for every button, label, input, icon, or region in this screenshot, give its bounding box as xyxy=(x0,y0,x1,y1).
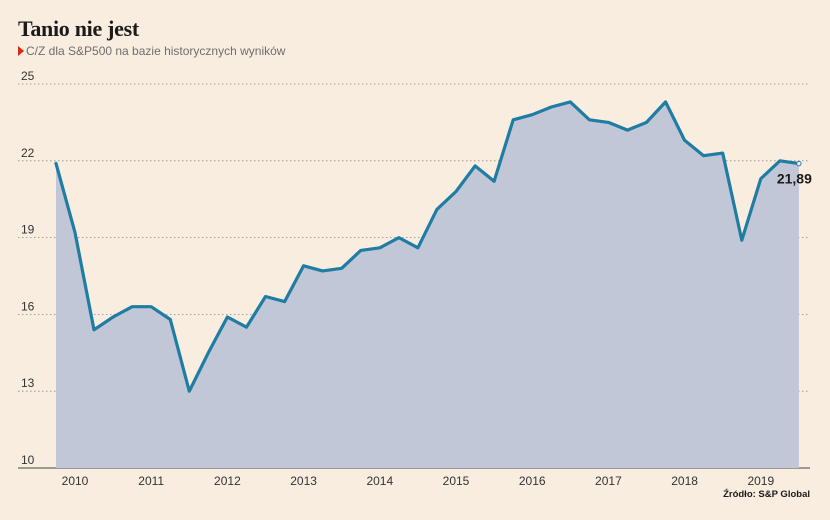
subtitle-marker-icon xyxy=(18,46,24,56)
x-tick-label: 2011 xyxy=(138,474,164,488)
x-tick-label: 2016 xyxy=(519,474,546,488)
y-tick-label: 25 xyxy=(21,69,35,83)
chart-title: Tanio nie jest xyxy=(18,16,139,41)
x-tick-label: 2013 xyxy=(290,474,317,488)
last-value-label: 21,89 xyxy=(777,171,812,187)
x-tick-label: 2012 xyxy=(214,474,241,488)
y-tick-label: 10 xyxy=(21,453,35,467)
y-tick-label: 22 xyxy=(21,146,35,160)
x-tick-label: 2018 xyxy=(671,474,698,488)
series-area xyxy=(56,101,799,469)
source-note: Źródło: S&P Global xyxy=(723,489,810,500)
chart-subtitle-text: C/Z dla S&P500 na bazie historycznych wy… xyxy=(26,44,286,58)
y-tick-label: 16 xyxy=(21,299,35,313)
series-line xyxy=(54,100,801,393)
x-tick-label: 2010 xyxy=(62,474,89,488)
chart-subtitle: C/Z dla S&P500 na bazie historycznych wy… xyxy=(18,44,285,58)
y-tick-label: 13 xyxy=(21,376,35,390)
last-value-marker xyxy=(796,160,802,167)
x-tick-label: 2019 xyxy=(747,474,774,488)
x-tick-label: 2015 xyxy=(443,474,470,488)
x-tick-label: 2014 xyxy=(366,474,393,488)
y-tick-label: 19 xyxy=(21,223,35,237)
x-tick-label: 2017 xyxy=(595,474,622,488)
